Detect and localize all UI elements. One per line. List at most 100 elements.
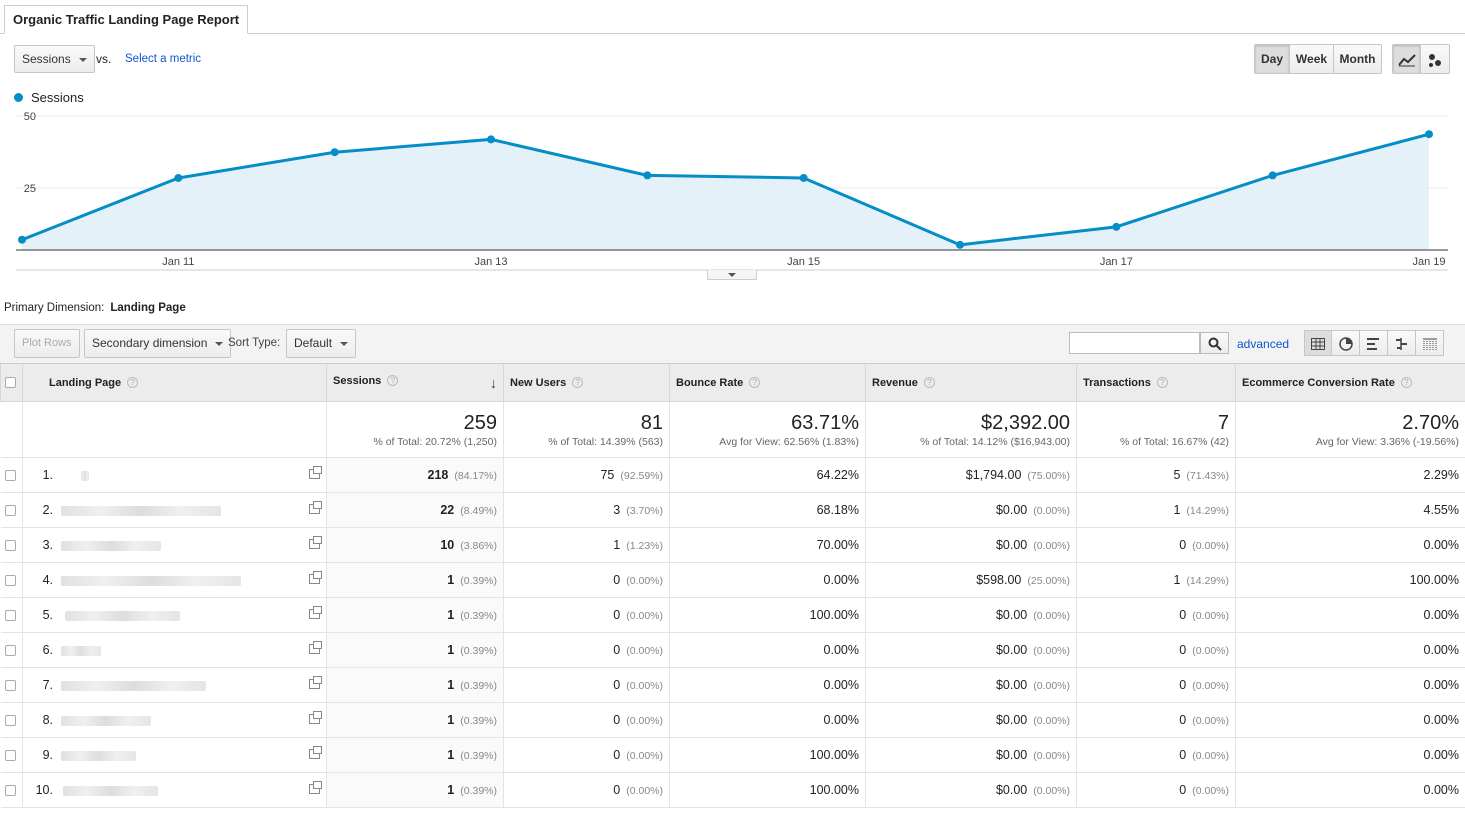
chart-legend[interactable]: Sessions [14, 90, 84, 105]
redacted-url[interactable] [61, 680, 206, 691]
landing-page-cell[interactable]: 7. [22, 667, 327, 703]
table-row[interactable]: 1. 218 (84.17%) 75 (92.59%) 64.22% $1,794.00 (7… [0, 457, 1465, 493]
row-checkbox[interactable] [4, 680, 16, 692]
landing-page-cell[interactable]: 10. [22, 772, 327, 808]
line-chart-button[interactable] [1392, 44, 1421, 74]
row-checkbox[interactable] [4, 470, 16, 482]
table-row[interactable]: 9. 1 (0.39%) 0 (0.00%) 100.00% $0.00 (0.00%) 0 (0… [0, 737, 1465, 773]
help-icon[interactable]: ? [1156, 377, 1168, 389]
motion-chart-button[interactable] [1420, 44, 1450, 74]
metric-select[interactable]: Sessions [14, 45, 95, 73]
row-checkbox[interactable] [4, 505, 16, 517]
col-header-new-users[interactable]: New Users? [503, 363, 670, 402]
performance-view-button[interactable] [1359, 330, 1388, 356]
period-week-button[interactable]: Week [1289, 44, 1334, 74]
advanced-link[interactable]: advanced [1237, 337, 1290, 351]
new-users-pct: (0.00%) [626, 610, 663, 622]
open-link-icon[interactable] [309, 746, 322, 759]
open-link-icon[interactable] [309, 501, 322, 514]
table-row[interactable]: 4. 1 (0.39%) 0 (0.00%) 0.00% $598.00 (25.00%) 1 (… [0, 562, 1465, 598]
totals-empty-cell [0, 401, 23, 458]
col-header-transactions[interactable]: Transactions? [1076, 363, 1236, 402]
sessions-value: 1 [447, 643, 455, 657]
help-icon[interactable]: ? [572, 377, 584, 389]
row-checkbox[interactable] [4, 785, 16, 797]
pivot-view-button[interactable] [1415, 330, 1444, 356]
select-metric-link[interactable]: Select a metric [125, 53, 202, 65]
landing-page-cell[interactable]: 2. [22, 492, 327, 528]
revenue-pct: (0.00%) [1033, 610, 1070, 622]
landing-page-cell[interactable]: 1. [22, 457, 327, 493]
open-link-icon[interactable] [309, 676, 322, 689]
revenue-cell: $0.00 (0.00%) [865, 597, 1077, 633]
new-users-cell: 3 (3.70%) [503, 492, 670, 528]
table-search-input[interactable] [1069, 332, 1200, 354]
redacted-url[interactable] [61, 715, 151, 726]
redacted-url[interactable] [61, 540, 161, 551]
row-checkbox[interactable] [4, 540, 16, 552]
comparison-view-button[interactable] [1387, 330, 1416, 356]
open-link-icon[interactable] [309, 571, 322, 584]
redacted-url[interactable] [81, 470, 89, 481]
landing-page-cell[interactable]: 8. [22, 702, 327, 738]
help-icon[interactable]: ? [749, 377, 761, 389]
col-header-landing-page[interactable]: Landing Page? [22, 363, 327, 402]
row-checkbox[interactable] [4, 645, 16, 657]
open-link-icon[interactable] [309, 606, 322, 619]
pie-view-button[interactable] [1331, 330, 1360, 356]
help-icon[interactable]: ? [127, 377, 139, 389]
row-checkbox[interactable] [4, 575, 16, 587]
period-month-button[interactable]: Month [1333, 44, 1382, 74]
landing-page-cell[interactable]: 5. [22, 597, 327, 633]
data-point [956, 240, 964, 249]
open-link-icon[interactable] [309, 466, 322, 479]
open-link-icon[interactable] [309, 536, 322, 549]
redacted-url[interactable] [61, 645, 101, 656]
col-header-sessions[interactable]: Sessions? ↓ [326, 363, 504, 402]
landing-page-cell[interactable]: 4. [22, 562, 327, 598]
redacted-url[interactable] [61, 575, 241, 586]
help-icon[interactable]: ? [1400, 377, 1412, 389]
row-checkbox[interactable] [4, 610, 16, 622]
row-checkbox[interactable] [4, 715, 16, 727]
col-header-revenue[interactable]: Revenue? [865, 363, 1077, 402]
table-row[interactable]: 3. 10 (3.86%) 1 (1.23%) 70.00% $0.00 (0.00%) 0 (0… [0, 527, 1465, 563]
secondary-dimension-select[interactable]: Secondary dimension [84, 329, 232, 358]
row-checkbox[interactable] [4, 750, 16, 762]
redacted-url[interactable] [63, 785, 158, 796]
help-icon[interactable]: ? [387, 375, 399, 387]
data-point [1112, 222, 1121, 231]
table-row[interactable]: 5. 1 (0.39%) 0 (0.00%) 100.00% $0.00 (0.00%) 0 (0… [0, 597, 1465, 633]
help-icon[interactable]: ? [923, 377, 935, 389]
select-all-checkbox[interactable] [5, 377, 16, 389]
chart-collapse-handle[interactable] [707, 270, 757, 280]
col-header-conversion-rate[interactable]: Ecommerce Conversion Rate? [1235, 363, 1465, 402]
open-link-icon[interactable] [309, 711, 322, 724]
redacted-url[interactable] [61, 505, 221, 516]
period-day-button[interactable]: Day [1254, 44, 1290, 74]
sort-type-select[interactable]: Default [286, 329, 357, 358]
landing-page-cell[interactable]: 3. [22, 527, 327, 563]
table-row[interactable]: 6. 1 (0.39%) 0 (0.00%) 0.00% $0.00 (0.00%) 0 (0.0… [0, 632, 1465, 668]
redacted-url[interactable] [65, 610, 180, 621]
y-tick-label: 25 [24, 183, 36, 195]
table-view-button[interactable] [1304, 330, 1332, 356]
col-header-bounce-rate[interactable]: Bounce Rate? [669, 363, 866, 402]
redacted-url[interactable] [61, 750, 136, 761]
table-row[interactable]: 7. 1 (0.39%) 0 (0.00%) 0.00% $0.00 (0.00%) 0 (0.0… [0, 667, 1465, 703]
landing-page-cell[interactable]: 6. [22, 632, 327, 668]
open-link-icon[interactable] [309, 641, 322, 654]
new-users-value: 0 [613, 748, 621, 762]
table-row[interactable]: 2. 22 (8.49%) 3 (3.70%) 68.18% $0.00 (0.00%) 1 (1… [0, 492, 1465, 528]
search-button[interactable] [1200, 332, 1229, 354]
primary-dimension-value[interactable]: Landing Page [110, 302, 186, 314]
report-tab[interactable]: Organic Traffic Landing Page Report [4, 5, 249, 34]
table-row[interactable]: 8. 1 (0.39%) 0 (0.00%) 0.00% $0.00 (0.00%) 0 (0.0… [0, 702, 1465, 738]
plot-rows-button[interactable]: Plot Rows [14, 329, 80, 358]
landing-page-cell[interactable]: 9. [22, 737, 327, 773]
revenue-pct: (0.00%) [1033, 540, 1070, 552]
open-link-icon[interactable] [309, 781, 322, 794]
row-index: 2. [42, 503, 53, 517]
table-row[interactable]: 10. 1 (0.39%) 0 (0.00%) 100.00% $0.00 (0.00%) 0 (… [0, 772, 1465, 808]
revenue-cell: $0.00 (0.00%) [865, 527, 1077, 563]
